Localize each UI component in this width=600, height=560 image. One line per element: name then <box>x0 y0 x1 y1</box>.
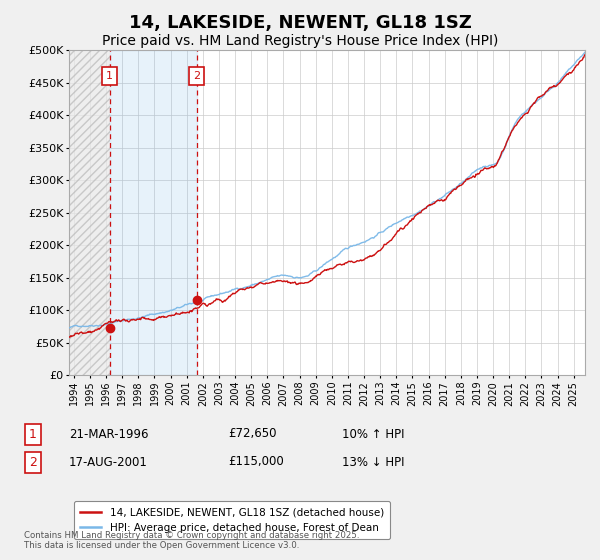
Text: 13% ↓ HPI: 13% ↓ HPI <box>342 455 404 469</box>
Text: £72,650: £72,650 <box>228 427 277 441</box>
Text: 2: 2 <box>193 71 200 81</box>
Text: 2: 2 <box>29 455 37 469</box>
Text: Price paid vs. HM Land Registry's House Price Index (HPI): Price paid vs. HM Land Registry's House … <box>102 34 498 48</box>
Text: 17-AUG-2001: 17-AUG-2001 <box>69 455 148 469</box>
Text: Contains HM Land Registry data © Crown copyright and database right 2025.
This d: Contains HM Land Registry data © Crown c… <box>24 530 359 550</box>
Text: 1: 1 <box>106 71 113 81</box>
Text: £115,000: £115,000 <box>228 455 284 469</box>
Text: 14, LAKESIDE, NEWENT, GL18 1SZ: 14, LAKESIDE, NEWENT, GL18 1SZ <box>128 14 472 32</box>
Text: 21-MAR-1996: 21-MAR-1996 <box>69 427 149 441</box>
Legend: 14, LAKESIDE, NEWENT, GL18 1SZ (detached house), HPI: Average price, detached ho: 14, LAKESIDE, NEWENT, GL18 1SZ (detached… <box>74 501 390 539</box>
Bar <box>110 50 197 375</box>
Text: 1: 1 <box>29 427 37 441</box>
Text: 10% ↑ HPI: 10% ↑ HPI <box>342 427 404 441</box>
